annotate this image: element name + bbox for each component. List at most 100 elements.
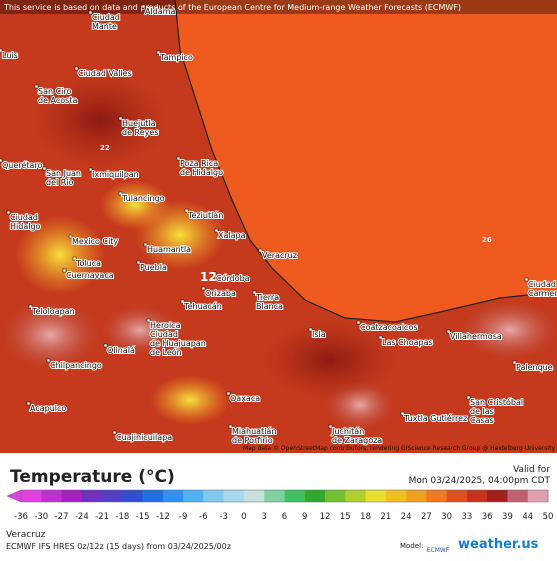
valid-label: Valid for [513, 465, 550, 475]
city-label: Acapulco [30, 404, 66, 413]
colorbar-segment [203, 490, 225, 502]
run-info: ECMWF IFS HRES 0z/12z (15 days) from 03/… [6, 542, 231, 551]
colorbar-segment [41, 490, 63, 502]
city-dot [378, 335, 383, 340]
colorbar-segment [365, 490, 387, 502]
city-dot [0, 48, 3, 53]
city-dot [214, 228, 219, 233]
brand: weather.us [458, 537, 539, 552]
city-label: Olinalá [107, 346, 135, 355]
city-label: Poza Rica [180, 159, 218, 168]
city-dot [103, 343, 108, 348]
colorbar-outline [20, 489, 549, 503]
city-dot [112, 430, 117, 435]
city-label: de Porfirio [232, 436, 273, 445]
city-label: Hidalgo [10, 222, 41, 231]
city-dot [446, 329, 451, 334]
city-dot [400, 411, 405, 416]
colorbar-segment [102, 490, 123, 502]
colorbar-segment [264, 490, 285, 502]
city-dot [46, 358, 51, 363]
city-dot [136, 260, 141, 265]
city-dot [184, 208, 189, 213]
colorbar-segment [304, 490, 326, 502]
colorbar-tick-label: 21 [380, 512, 391, 522]
colorbar-tick-label: 24 [401, 512, 412, 522]
city-dot [212, 271, 217, 276]
city-label: Orizaba [205, 289, 236, 298]
city-dot [466, 395, 471, 400]
city-label: Tulancingo [121, 194, 165, 203]
colorbar-tick-label: -3 [219, 512, 227, 522]
city-dot [228, 424, 233, 429]
location: Veracruz [6, 530, 46, 540]
city-label: de Reyes [122, 128, 159, 137]
city-dot [226, 391, 231, 396]
colorbar-tick-label: -27 [55, 512, 69, 522]
city-label: Tampico [159, 53, 193, 62]
city-label: Veracruz [262, 251, 297, 260]
city-label: de Zaragoza [332, 436, 382, 445]
banner: This service is based on data and produc… [3, 3, 461, 12]
city-dot [0, 158, 3, 163]
city-dot [512, 360, 517, 365]
city-dot [328, 424, 333, 429]
colorbar-tick-label: 27 [421, 512, 432, 522]
city-dot [118, 116, 123, 121]
colorbar-tick-label: -6 [199, 512, 207, 522]
colorbar-tick-label: -18 [115, 512, 129, 522]
city-label: San Juan [46, 169, 81, 178]
city-label: Las Choapas [382, 338, 433, 347]
colorbar-tick-label: 30 [441, 512, 452, 522]
city-label: Ciudad [150, 330, 178, 339]
city-label: Palenque [516, 363, 553, 372]
city-label: Mexico City [72, 237, 118, 246]
city-label: Tierra [255, 293, 279, 302]
colorbar-segment [61, 490, 83, 502]
city-label: Isla [312, 330, 326, 339]
city-label: Puebla [140, 263, 167, 272]
city-dot [308, 327, 313, 332]
city-dot [356, 320, 361, 325]
colorbar-tick-label: -9 [179, 512, 187, 522]
colorbar-segment [142, 490, 164, 502]
city-dot [201, 286, 206, 291]
model-label: Model: [400, 542, 423, 550]
city-dot [180, 299, 185, 304]
contour-label: 12 [200, 270, 217, 284]
city-label: de Hidalgo [180, 168, 223, 177]
city-label: Córdoba [216, 273, 250, 283]
city-dot [26, 401, 31, 406]
colorbar-tick-label: 18 [360, 512, 371, 522]
city-label: Casas [470, 416, 494, 425]
city-dot [143, 242, 148, 247]
colorbar-tick-label: -24 [75, 512, 89, 522]
colorbar-tick-label: 6 [282, 512, 287, 522]
colorbar-segment [243, 490, 265, 502]
city-dot [72, 256, 77, 261]
city-label: Tehuacán [183, 302, 222, 311]
city-label: Toluca [75, 259, 101, 268]
city-label: Coatzacoalcos [360, 323, 418, 332]
valid-time: Mon 03/24/2025, 04:00pm CDT [409, 476, 551, 486]
colorbar-segment [466, 490, 488, 502]
colorbar-tick-label: -21 [95, 512, 109, 522]
contour-label: 22 [100, 144, 110, 152]
city-label: Blanca [256, 302, 283, 311]
colorbar-tick-label: 36 [482, 512, 493, 522]
city-label: de las [470, 407, 494, 416]
city-dot [28, 304, 33, 309]
city-label: del Río [46, 178, 74, 187]
city-label: San Ciro [38, 87, 72, 96]
map: This service is based on data and produc… [0, 0, 557, 453]
city-label: San Cristóbal [470, 397, 523, 407]
city-dot [252, 290, 257, 295]
city-label: Villahermosa [450, 332, 502, 341]
city-label: Ciudad [10, 213, 38, 222]
city-label: Tuxtla Gutiérrez [403, 413, 467, 423]
city-label: Juchitán [331, 427, 364, 436]
colorbar-segment [385, 490, 407, 502]
city-label: Cuernavaca [66, 271, 114, 280]
colorbar-tick-label: 15 [340, 512, 351, 522]
